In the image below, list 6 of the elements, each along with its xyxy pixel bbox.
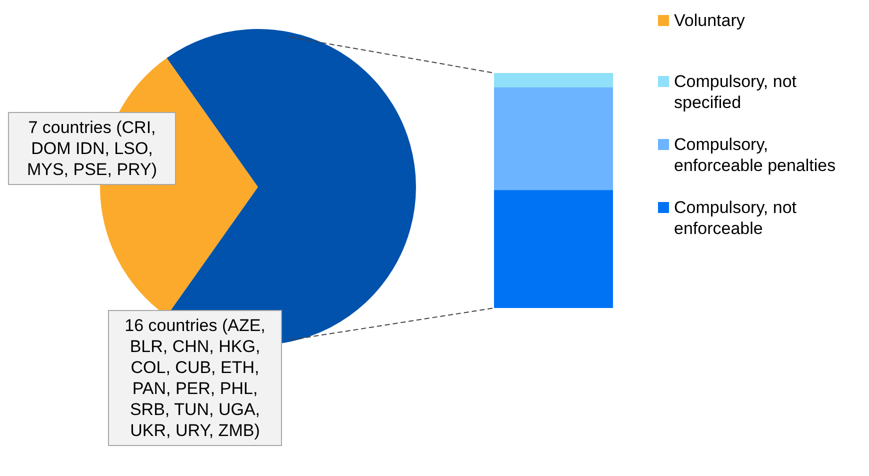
legend-label: Compulsory, not specified — [674, 71, 798, 113]
legend-label: Compulsory, enforceable penalties — [674, 134, 837, 176]
text: 16 countries (AZE, BLR, CHN, HKG, COL, CUB, ETH, PAN, PER, PHL, SRB, TUN, UGA, UKR, URY, ZMB) — [108, 310, 282, 446]
legend-label: Compulsory, not enforceable — [674, 197, 798, 239]
legend-label: Voluntary — [674, 10, 745, 31]
text: 7 countries (CRI, DOM IDN, LSO, MYS, PSE, PRY) — [8, 112, 176, 185]
